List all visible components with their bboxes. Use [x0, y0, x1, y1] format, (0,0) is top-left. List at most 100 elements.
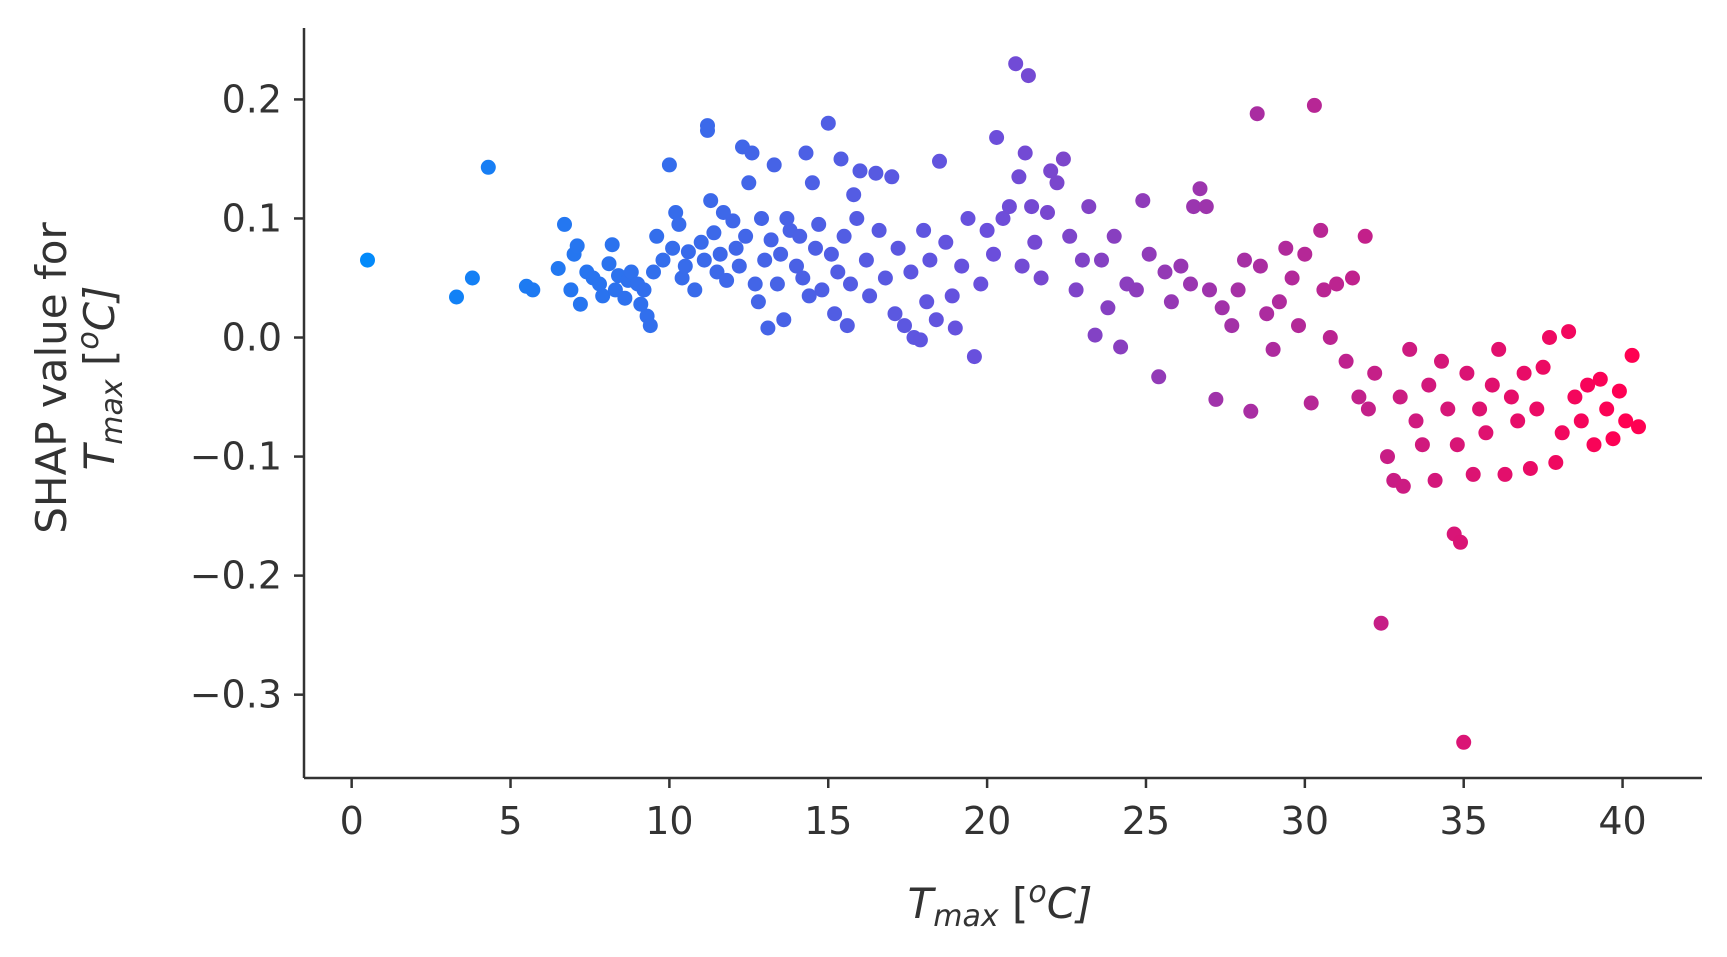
- data-point: [601, 256, 617, 272]
- data-point: [480, 159, 496, 175]
- data-point: [808, 240, 823, 256]
- data-point: [569, 238, 585, 254]
- data-point: [1214, 300, 1230, 316]
- data-point: [1395, 478, 1411, 494]
- data-point: [633, 296, 649, 312]
- x-tick-label: 20: [963, 799, 1011, 843]
- data-point: [846, 187, 862, 203]
- data-point: [1297, 246, 1313, 262]
- data-point: [525, 282, 541, 298]
- data-point: [725, 213, 741, 229]
- data-point: [944, 288, 960, 304]
- data-point: [1186, 199, 1202, 215]
- data-point: [1573, 413, 1589, 429]
- data-point: [1208, 391, 1224, 407]
- data-point: [1542, 330, 1557, 345]
- data-point: [811, 216, 827, 232]
- y-tick-label: 0.1: [222, 196, 282, 240]
- data-point: [912, 332, 928, 348]
- data-point: [757, 252, 773, 268]
- data-point: [604, 237, 620, 253]
- data-point: [1618, 413, 1634, 429]
- data-point: [1252, 258, 1268, 274]
- data-point: [731, 258, 747, 274]
- data-point: [1106, 228, 1122, 244]
- y-axis-title-line-1: SHAP value for: [27, 222, 76, 534]
- data-point: [1249, 106, 1265, 122]
- data-point: [1192, 181, 1208, 197]
- data-point: [1367, 365, 1383, 381]
- data-point: [989, 130, 1005, 145]
- data-point: [1554, 425, 1570, 441]
- data-point: [674, 270, 690, 286]
- data-point: [1529, 401, 1545, 417]
- data-point: [836, 228, 852, 244]
- data-point: [557, 216, 572, 232]
- data-point: [1198, 199, 1214, 215]
- data-point: [595, 288, 611, 304]
- data-point: [1357, 228, 1373, 244]
- data-point: [763, 232, 779, 248]
- data-point: [798, 145, 814, 161]
- data-point: [986, 246, 1001, 262]
- data-point: [1173, 258, 1189, 274]
- data-point: [1062, 228, 1078, 244]
- y-tick-label: 0.2: [222, 77, 282, 121]
- data-point: [966, 349, 982, 365]
- data-point: [1243, 403, 1259, 419]
- data-point: [741, 175, 757, 191]
- data-point: [903, 264, 919, 280]
- data-point: [919, 294, 935, 310]
- data-point: [1459, 365, 1475, 381]
- data-point: [1027, 234, 1043, 250]
- y-axis-title: SHAP value for Tmax [oC]: [27, 222, 130, 534]
- data-point: [665, 240, 681, 256]
- data-point: [1008, 56, 1024, 72]
- x-tick-label: 10: [645, 799, 693, 843]
- data-point: [922, 252, 938, 268]
- data-point: [719, 272, 735, 288]
- data-point: [661, 157, 677, 173]
- data-point: [636, 282, 652, 298]
- data-point: [1230, 282, 1246, 298]
- data-point: [858, 252, 874, 268]
- data-point: [833, 151, 849, 167]
- x-tick-label: 30: [1281, 799, 1329, 843]
- data-point: [706, 225, 722, 241]
- data-point: [868, 165, 884, 181]
- y-tick-label: 0.0: [222, 316, 282, 360]
- data-point: [932, 153, 947, 169]
- data-point: [464, 270, 480, 286]
- y-tick-label: −0.1: [190, 435, 282, 479]
- data-point: [884, 169, 900, 185]
- data-point: [1043, 163, 1059, 179]
- data-point: [1329, 276, 1345, 292]
- data-point: [890, 240, 906, 256]
- data-point: [1040, 205, 1055, 220]
- data-point: [592, 276, 607, 292]
- data-point: [449, 289, 464, 305]
- data-point: [792, 228, 808, 244]
- points-layer: [360, 56, 1646, 750]
- data-point: [1484, 377, 1500, 393]
- data-point: [1631, 419, 1646, 435]
- data-point: [1100, 300, 1116, 316]
- data-point: [623, 264, 639, 280]
- data-point: [839, 318, 855, 334]
- x-tick-label: 5: [498, 799, 522, 843]
- data-point: [1135, 193, 1151, 209]
- data-point: [852, 163, 868, 179]
- data-point: [693, 234, 709, 250]
- data-point: [827, 306, 843, 322]
- data-point: [1157, 264, 1173, 280]
- data-point: [563, 282, 579, 298]
- data-point: [801, 288, 817, 304]
- data-point: [804, 175, 820, 191]
- data-point: [1306, 97, 1322, 113]
- data-point: [1380, 449, 1395, 465]
- data-point: [1113, 339, 1129, 355]
- data-point: [1491, 341, 1507, 357]
- data-point: [712, 246, 728, 262]
